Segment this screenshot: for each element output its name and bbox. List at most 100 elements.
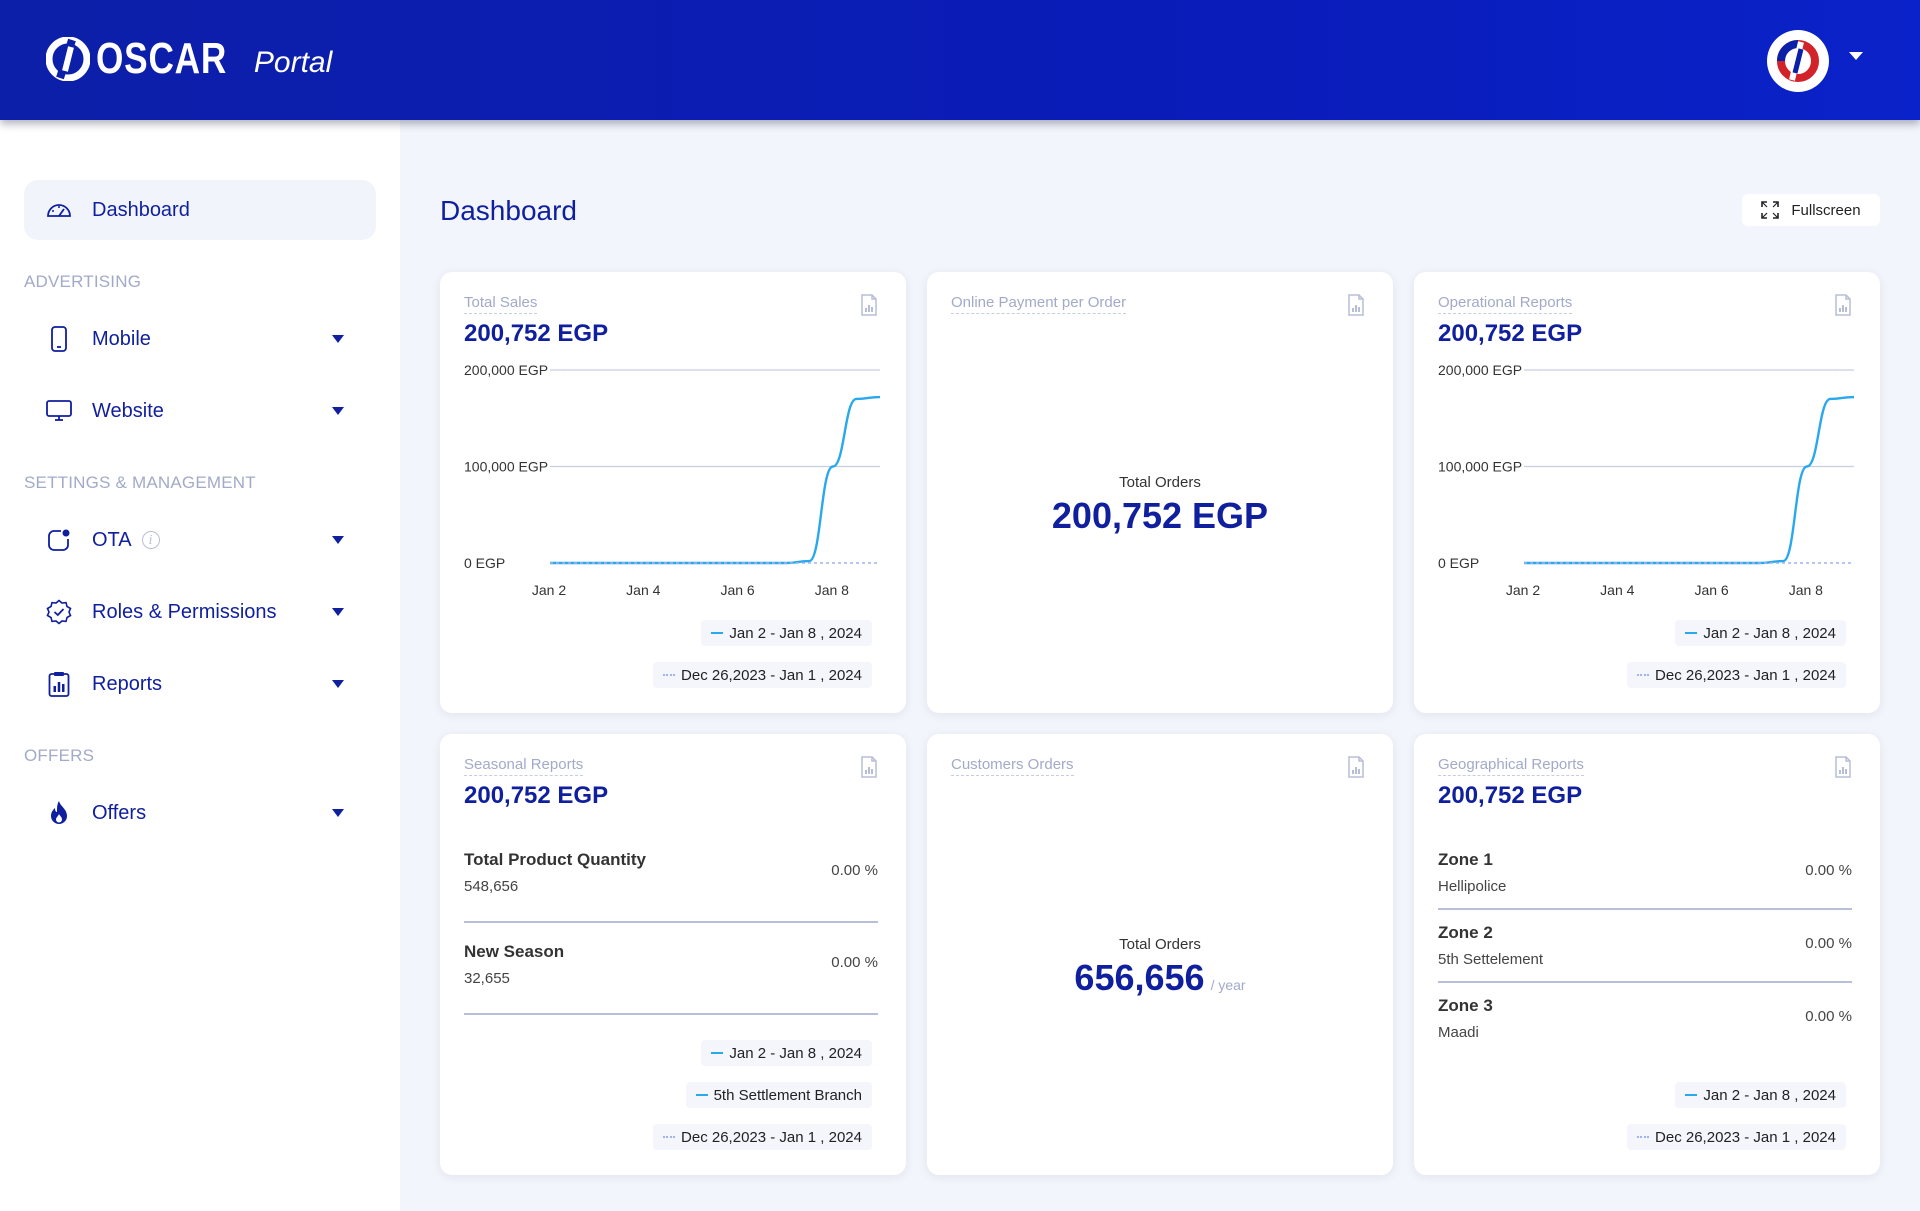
- export-report-icon[interactable]: [1347, 756, 1365, 778]
- row-percent: 0.00 %: [1805, 1008, 1852, 1025]
- export-report-icon[interactable]: [1834, 756, 1852, 778]
- sidebar-item-label: Website: [92, 399, 164, 422]
- card-total-sales: Total Sales 200,752 EGP 200,000 EGP 100,0…: [440, 272, 906, 713]
- legend-line-swatch: [711, 632, 724, 634]
- card-operational-reports: Operational Reports 200,752 EGP 200,000 …: [1414, 272, 1880, 713]
- card-value: 200,752 EGP: [1438, 320, 1583, 347]
- legend-line-swatch: [1685, 1094, 1698, 1096]
- sidebar: Dashboard ADVERTISING Mobile Website SET…: [0, 120, 400, 1211]
- user-menu-caret-icon[interactable]: [1849, 52, 1863, 60]
- legend-line-swatch: [711, 1052, 724, 1054]
- card-label[interactable]: Operational Reports: [1438, 294, 1573, 314]
- card-value: 200,752 EGP: [464, 320, 609, 347]
- row-sub: Hellipolice: [1438, 878, 1507, 895]
- y-tick-label: 0 EGP: [1438, 555, 1479, 571]
- export-report-icon[interactable]: [860, 294, 878, 316]
- sidebar-item-label: Roles & Permissions: [92, 600, 277, 623]
- y-tick-label: 100,000 EGP: [1438, 459, 1522, 475]
- sidebar-item-roles-permissions[interactable]: Roles & Permissions: [24, 587, 376, 637]
- chevron-down-icon: [332, 809, 344, 817]
- card-label[interactable]: Online Payment per Order: [951, 294, 1127, 314]
- legend-label: Dec 26,2023 - Jan 1 , 2024: [681, 666, 862, 684]
- legend-label: Jan 2 - Jan 8 , 2024: [729, 1044, 862, 1062]
- x-tick-label: Jan 8: [815, 582, 849, 598]
- chevron-down-icon: [332, 407, 344, 415]
- chevron-down-icon: [332, 680, 344, 688]
- legend-current-period[interactable]: Jan 2 - Jan 8 , 2024: [1675, 1082, 1846, 1108]
- card-geographical-reports: Geographical Reports 200,752 EGP Zone 1 …: [1414, 734, 1880, 1175]
- x-tick-label: Jan 4: [1600, 582, 1634, 598]
- row-percent: 0.00 %: [1805, 862, 1852, 879]
- legend-previous-period[interactable]: Dec 26,2023 - Jan 1 , 2024: [653, 662, 872, 688]
- card-online-payment: Online Payment per Order Total Orders 20…: [927, 272, 1393, 713]
- legend-previous-period[interactable]: Dec 26,2023 - Jan 1 , 2024: [653, 1124, 872, 1150]
- legend-label: Jan 2 - Jan 8 , 2024: [1703, 624, 1836, 642]
- legend-current-period[interactable]: Jan 2 - Jan 8 , 2024: [701, 620, 872, 646]
- chevron-down-icon: [332, 335, 344, 343]
- legend-line-swatch: [695, 1094, 708, 1096]
- row-percent: 0.00 %: [831, 954, 878, 971]
- row-title: New Season: [464, 942, 565, 961]
- row-title: Zone 2: [1438, 923, 1493, 942]
- page-title: Dashboard: [440, 195, 577, 226]
- fullscreen-button[interactable]: Fullscreen: [1742, 194, 1880, 226]
- export-report-icon[interactable]: [1347, 294, 1365, 316]
- card-label[interactable]: Seasonal Reports: [464, 756, 584, 776]
- row-title: Total Product Quantity: [464, 850, 646, 869]
- row-divider: [1438, 908, 1852, 910]
- total-orders-label: Total Orders: [1119, 474, 1201, 491]
- x-tick-label: Jan 8: [1789, 582, 1823, 598]
- total-orders-value: 656,656: [1074, 957, 1205, 998]
- card-label[interactable]: Customers Orders: [951, 756, 1074, 776]
- brand-name: OSCAR: [96, 34, 228, 83]
- export-report-icon[interactable]: [1834, 294, 1852, 316]
- card-value: 200,752 EGP: [1438, 782, 1583, 809]
- sidebar-item-dashboard[interactable]: Dashboard: [24, 180, 376, 240]
- chevron-down-icon: [332, 536, 344, 544]
- legend-current-period[interactable]: Jan 2 - Jan 8 , 2024: [701, 1040, 872, 1066]
- oscar-portal-logo[interactable]: OSCAR Portal: [46, 34, 332, 84]
- verified-badge-icon: [46, 599, 72, 625]
- card-label[interactable]: Total Sales: [464, 294, 538, 314]
- top-header: OSCAR Portal: [0, 0, 1920, 120]
- info-icon[interactable]: i: [141, 531, 160, 549]
- legend-previous-period[interactable]: Dec 26,2023 - Jan 1 , 2024: [1627, 662, 1846, 688]
- legend-current-period[interactable]: Jan 2 - Jan 8 , 2024: [1675, 620, 1846, 646]
- y-tick-label: 200,000 EGP: [1438, 362, 1522, 378]
- total-orders-value-row: 656,656 / year: [927, 957, 1393, 999]
- sidebar-item-label: Dashboard: [92, 198, 190, 221]
- row-sub: 548,656: [464, 878, 519, 895]
- sidebar-item-offers[interactable]: Offers: [24, 788, 376, 838]
- sidebar-item-ota[interactable]: OTA i: [24, 515, 376, 565]
- row-sub: 32,655: [464, 970, 510, 987]
- card-label[interactable]: Geographical Reports: [1438, 756, 1584, 776]
- legend-line-swatch: [1685, 632, 1698, 634]
- export-report-icon[interactable]: [860, 756, 878, 778]
- row-percent: 0.00 %: [1805, 935, 1852, 952]
- sidebar-item-website[interactable]: Website: [24, 386, 376, 436]
- card-value: 200,752 EGP: [464, 782, 609, 809]
- total-orders-summary: Total Orders 200,752 EGP: [927, 474, 1393, 537]
- row-sub: 5th Settelement: [1438, 951, 1544, 968]
- operational-line-chart: 200,000 EGP 100,000 EGP 0 EGP Jan 2 Jan 4 Jan…: [1438, 362, 1855, 598]
- series-line-current: [1523, 395, 1855, 565]
- y-tick-label: 200,000 EGP: [464, 362, 548, 378]
- legend-branch[interactable]: 5th Settlement Branch: [685, 1082, 872, 1108]
- sidebar-item-mobile[interactable]: Mobile: [24, 314, 376, 364]
- sidebar-item-reports[interactable]: Reports: [24, 659, 376, 709]
- legend-previous-period[interactable]: Dec 26,2023 - Jan 1 , 2024: [1627, 1124, 1846, 1150]
- sidebar-item-label: Mobile: [92, 327, 151, 350]
- mobile-phone-icon: [46, 326, 72, 352]
- chevron-down-icon: [332, 608, 344, 616]
- x-tick-label: Jan 4: [626, 582, 660, 598]
- user-avatar[interactable]: [1767, 30, 1829, 92]
- monitor-icon: [46, 398, 72, 424]
- total-orders-label: Total Orders: [1119, 936, 1201, 953]
- y-tick-label: 100,000 EGP: [464, 459, 548, 475]
- legend-label: 5th Settlement Branch: [713, 1086, 862, 1104]
- ota-update-icon: [46, 527, 72, 553]
- legend-label: Dec 26,2023 - Jan 1 , 2024: [1655, 1128, 1836, 1146]
- section-settings-management: SETTINGS & MANAGEMENT: [24, 473, 256, 492]
- dashboard-gauge-icon: [46, 197, 72, 223]
- total-sales-line-chart: 200,000 EGP 100,000 EGP 0 EGP Jan 2 Jan 4 Jan…: [464, 362, 881, 598]
